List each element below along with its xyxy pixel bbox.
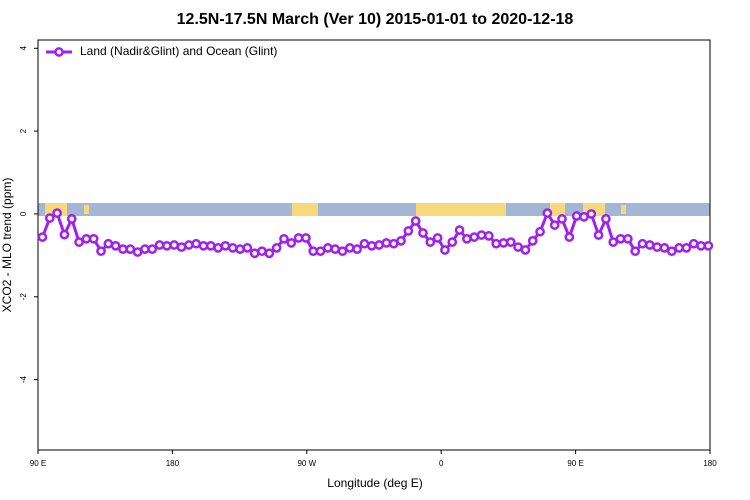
data-point [301,233,311,243]
data-point [681,243,692,253]
data-point [74,237,84,247]
data-point [498,238,509,248]
data-point [381,238,392,248]
y-tick-label: 0 [19,211,28,216]
data-point [242,243,253,253]
data-point [403,226,414,236]
data-point [147,244,158,254]
x-tick-label: 180 [703,459,717,468]
data-point [88,233,99,244]
data-point [235,244,245,254]
data-point [352,244,362,254]
data-point [366,240,377,251]
data-point [337,246,348,257]
data-point [110,240,121,251]
data-point [183,240,194,250]
data-point [652,242,662,252]
data-point [227,243,238,253]
data-point [315,246,326,257]
data-point [264,248,275,259]
data-point [535,226,545,237]
data-point [44,213,55,223]
map-strip [38,203,710,216]
data-point [703,240,714,251]
data-point [66,214,77,224]
data-point [432,233,443,243]
data-point [520,245,531,255]
data-point [608,237,619,247]
data-point [52,208,62,218]
x-tick-label: 90 W [297,459,316,468]
data-point [344,243,355,253]
x-tick-label: 0 [439,459,444,468]
data-point [59,229,70,240]
x-tick-label: 180 [166,459,180,468]
data-point [425,237,436,247]
y-tick-label: 4 [19,46,28,51]
data-point [505,237,516,247]
data-point [527,236,538,246]
data-point [542,208,553,218]
x-tick-label: 90 E [567,459,583,468]
data-point [323,243,333,253]
data-point [623,233,633,244]
data-point [630,246,641,257]
data-point [557,214,567,224]
x-tick-label: 90 E [30,459,46,468]
data-point [162,240,172,251]
data-point [564,232,575,242]
data-point [666,246,677,257]
y-tick-label: 2 [19,128,28,133]
data-point [271,243,282,253]
y-tick-label: -2 [19,293,28,301]
legend-marker [54,47,64,57]
data-point [410,216,421,226]
data-point [593,230,604,240]
data-point [279,233,289,244]
data-point [154,240,165,250]
data-point [571,211,582,221]
data-point [286,238,297,248]
data-point [440,245,450,255]
data-point [476,230,487,240]
x-axis-label: Longitude (deg E) [327,476,422,490]
data-point [549,220,560,230]
data-point [396,236,406,246]
chart-title: 12.5N-17.5N March (Ver 10) 2015-01-01 to… [177,11,574,28]
data-point [586,209,597,219]
data-point [659,243,670,253]
data-point [418,228,428,238]
data-point [483,231,494,241]
data-point [462,233,472,244]
legend-label: Land (Nadir&Glint) and Ocean (Glint) [80,44,277,58]
y-axis-label: XCO2 - MLO trend (ppm) [0,178,14,313]
data-point [637,238,648,249]
y-tick-label: -4 [19,375,28,383]
data-point [454,225,465,235]
data-point [96,246,106,257]
data-point [491,238,502,249]
data-point [447,237,458,247]
data-point [37,232,48,242]
data-point [601,214,611,224]
